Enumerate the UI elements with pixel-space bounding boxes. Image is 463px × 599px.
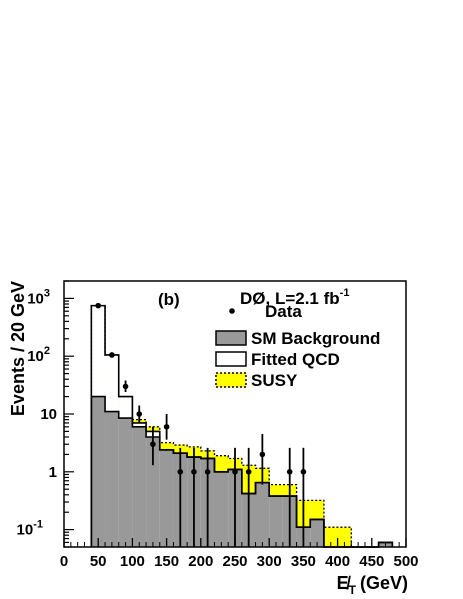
data-point [232, 469, 238, 475]
legend-swatch [215, 372, 247, 388]
legend-label: Fitted QCD [251, 350, 340, 369]
y-tick-exponent: -1 [33, 519, 43, 531]
legend-label: Data [265, 302, 302, 321]
data-point [109, 352, 115, 358]
x-tick-label: 100 [120, 553, 145, 570]
data-point [150, 441, 156, 448]
y-tick-base: 10 [27, 348, 44, 365]
x-tick-label: 50 [90, 553, 107, 570]
x-tick-label: 400 [325, 553, 350, 570]
data-point [204, 469, 211, 475]
x-tick-label: 250 [222, 553, 247, 570]
y-tick-base: 10 [40, 406, 57, 423]
x-title-symbol: E̸ [337, 573, 352, 593]
experiment-text: DØ, L=2.1 fb [240, 289, 340, 308]
x-tick-label: 200 [188, 553, 213, 570]
experiment-superscript: -1 [340, 287, 350, 299]
sm-background-bin [214, 471, 229, 547]
x-title-unit: (GeV) [360, 573, 408, 593]
data-point [122, 383, 129, 390]
legend-label: SUSY [251, 371, 298, 390]
data-point [191, 469, 197, 475]
y-tick-label: 102 [27, 345, 50, 365]
x-tick-label: 500 [393, 553, 418, 570]
data-point [259, 451, 266, 458]
x-title-subscript: T [349, 583, 357, 597]
y-tick-label: 10 [40, 406, 57, 423]
data-points [95, 302, 307, 547]
y-tick-base: 10 [17, 522, 34, 539]
susy-bin [337, 527, 352, 547]
y-tick-base: 1 [49, 464, 57, 481]
legend-label: SM Background [251, 329, 380, 348]
sm-background-bin [146, 437, 160, 547]
data-point [163, 424, 170, 430]
data-point [245, 469, 252, 475]
sm-background-bin [132, 426, 147, 547]
histogram-fills [91, 305, 393, 547]
y-tick-base: 10 [27, 290, 44, 307]
experiment-label: DØ, L=2.1 fb-1 [240, 287, 349, 308]
sm-background-bin [91, 396, 106, 547]
sm-background-bin [310, 519, 324, 547]
susy-bin [323, 527, 338, 547]
axes: 0 50 100 150 200 250 300 350 400 450 50010-1110102… [17, 280, 419, 570]
y-axis-title: Events / 20 GeV [8, 281, 28, 416]
panel-label: (b) [158, 290, 180, 309]
data-point [136, 411, 143, 417]
sm-background-bin [159, 449, 174, 547]
sm-background-bin [269, 496, 283, 547]
sm-background-bin [105, 411, 119, 547]
legend-marker-data [229, 308, 235, 314]
data-point [286, 469, 293, 475]
y-tick-label: 10-1 [17, 519, 43, 539]
y-tick-exponent: 2 [44, 345, 50, 357]
x-tick-label: 0 [60, 553, 68, 570]
y-tick-exponent: 3 [44, 287, 50, 299]
x-axis-title: E̸T (GeV) [337, 573, 408, 597]
y-tick-label: 1 [49, 464, 57, 481]
data-point [300, 469, 307, 475]
data-point [95, 302, 101, 309]
legend-swatch [215, 351, 247, 367]
legend: Data SM Background Fitted QCD SUSY [215, 302, 380, 390]
sm-background-bin [255, 482, 270, 547]
sm-background-bin [118, 418, 133, 547]
legend-swatch [215, 330, 247, 346]
data-point [177, 469, 184, 475]
x-tick-label: 150 [154, 553, 179, 570]
y-tick-label: 103 [27, 287, 50, 307]
x-tick-label: 350 [291, 553, 316, 570]
x-tick-label: 300 [257, 553, 282, 570]
x-tick-label: 450 [359, 553, 384, 570]
